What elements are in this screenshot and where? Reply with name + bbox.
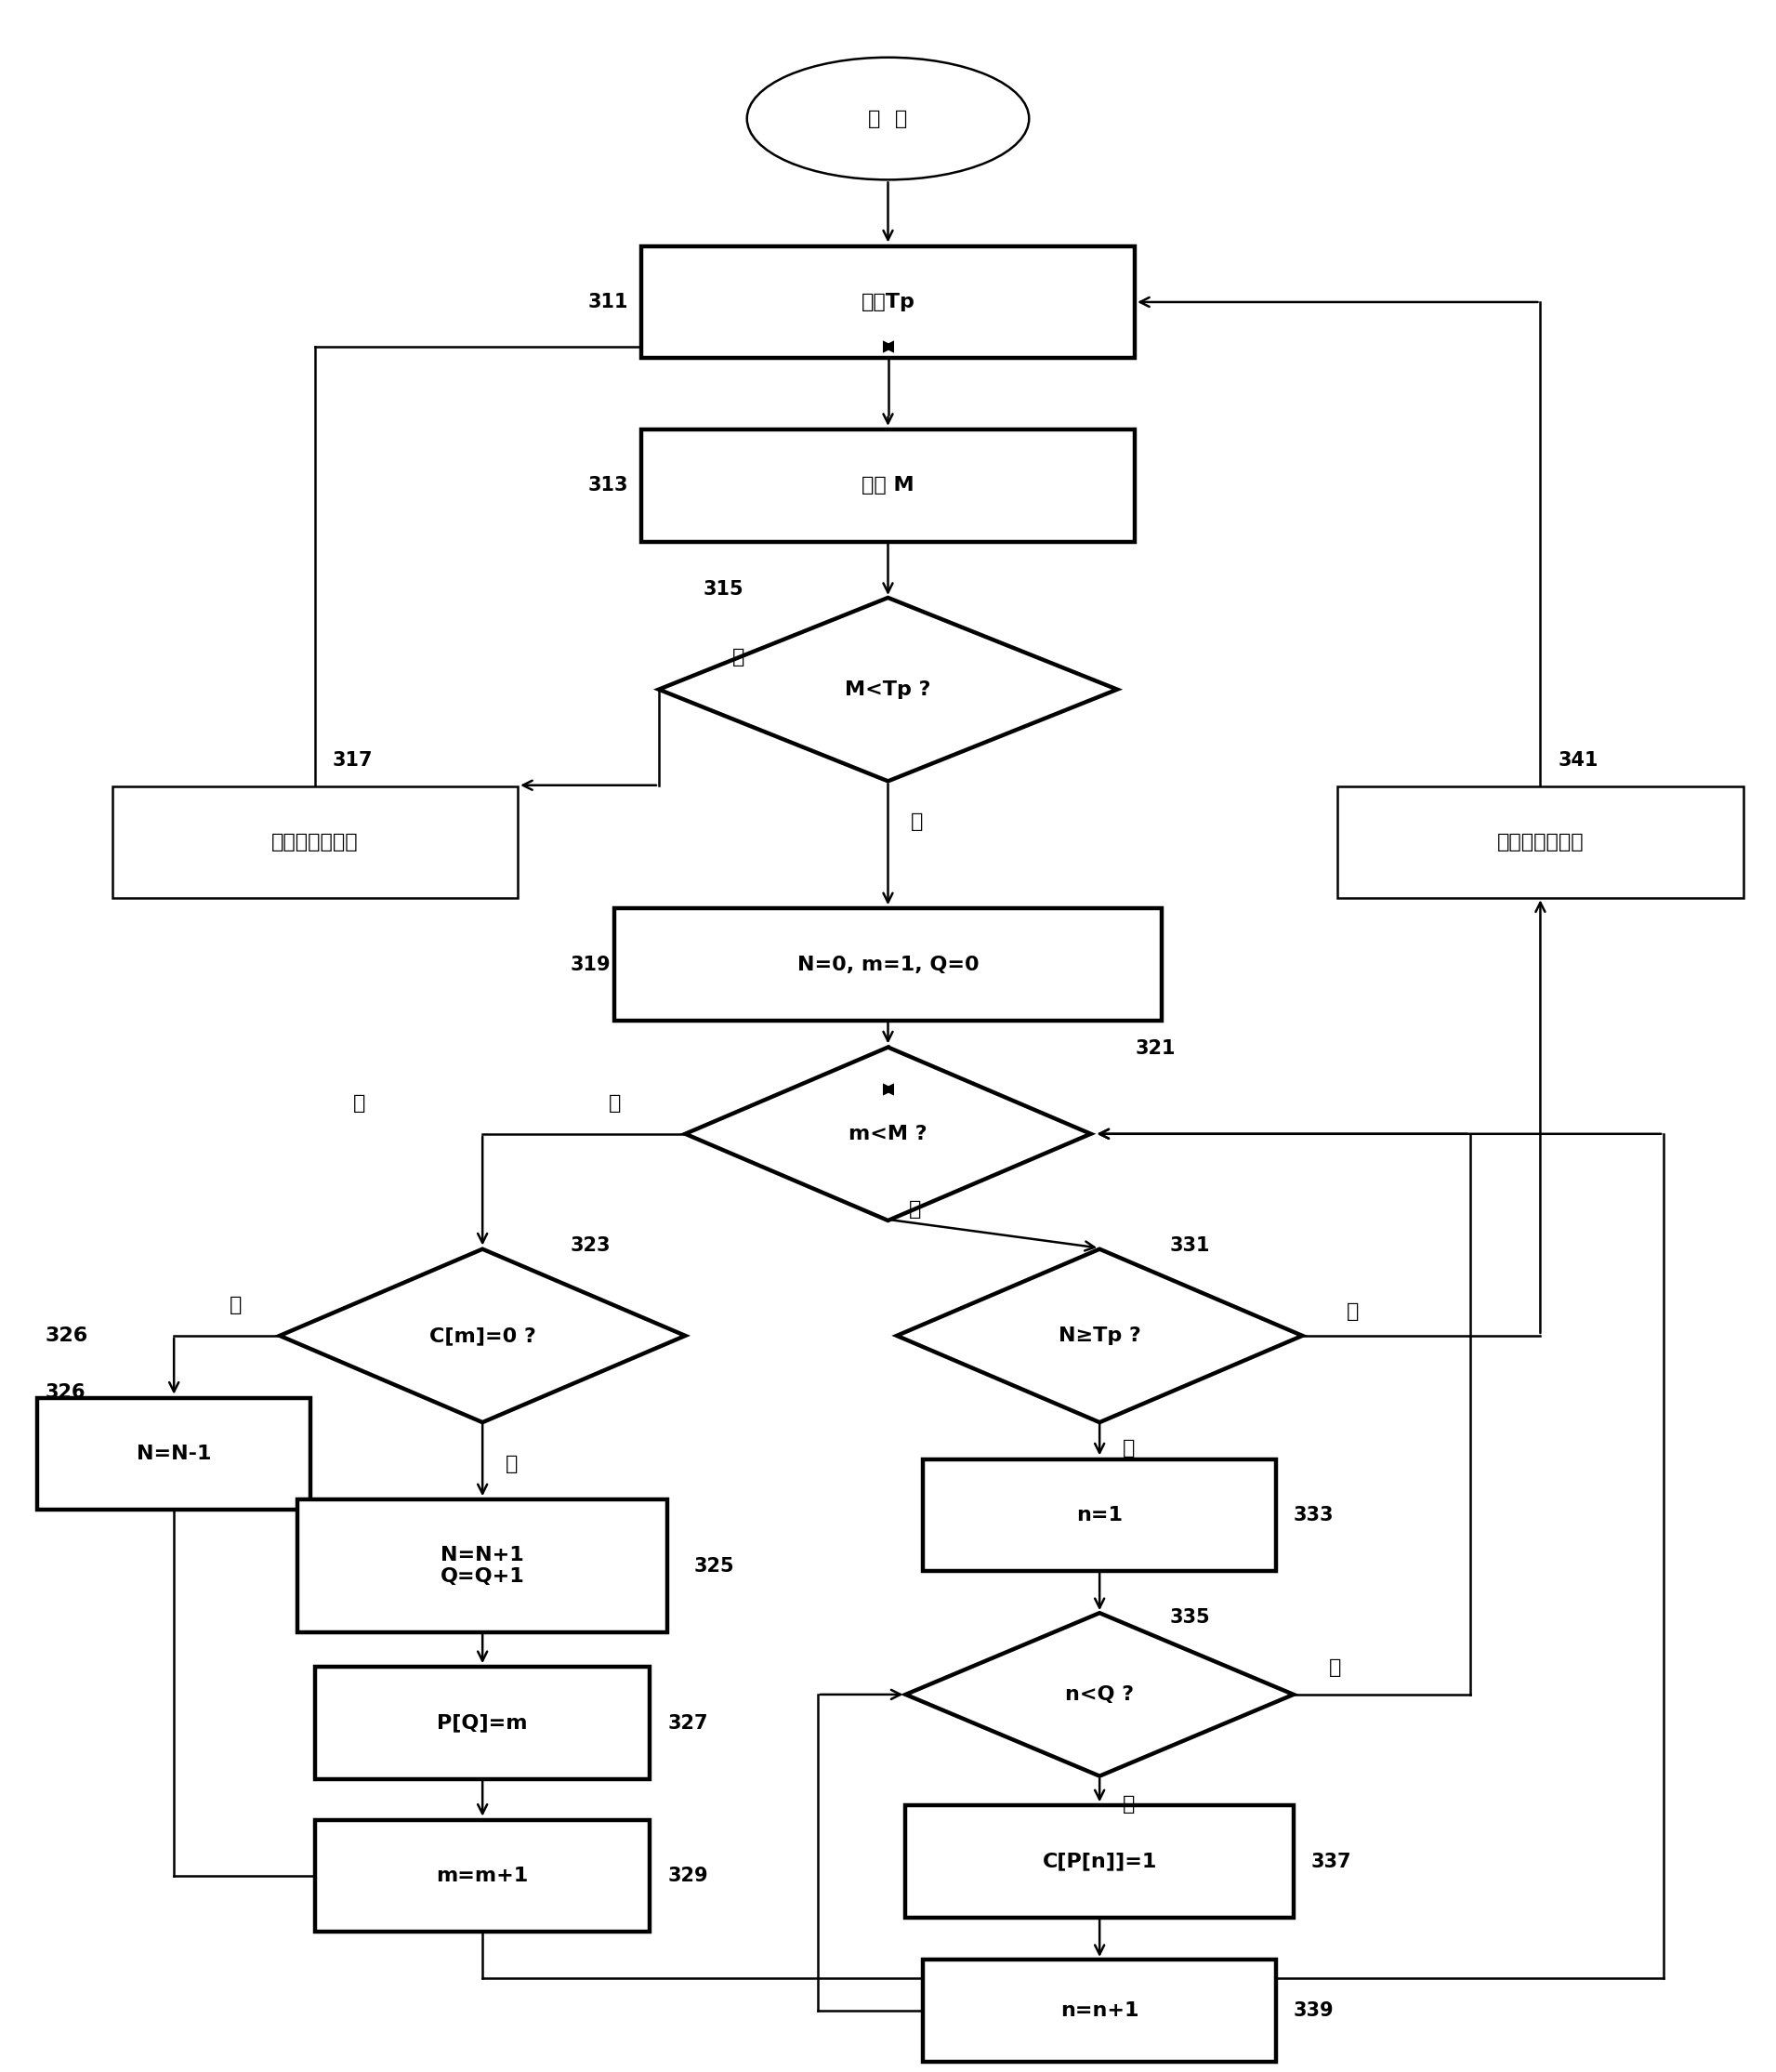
Text: 315: 315 xyxy=(703,580,744,599)
Text: 否: 否 xyxy=(909,1200,922,1218)
Text: N=N+1
Q=Q+1: N=N+1 Q=Q+1 xyxy=(440,1546,524,1587)
Text: 341: 341 xyxy=(1558,752,1598,771)
Text: 326: 326 xyxy=(44,1384,85,1403)
Text: 否: 否 xyxy=(229,1295,242,1314)
Text: 323: 323 xyxy=(570,1237,611,1256)
Text: 321: 321 xyxy=(1135,1038,1176,1057)
Bar xyxy=(641,429,1135,541)
Text: 是: 是 xyxy=(1122,1794,1135,1813)
Bar xyxy=(37,1399,311,1510)
Text: M<Tp ?: M<Tp ? xyxy=(845,680,931,698)
Polygon shape xyxy=(906,1612,1293,1776)
Bar xyxy=(314,1668,650,1780)
Polygon shape xyxy=(281,1249,686,1421)
Text: 311: 311 xyxy=(588,292,629,311)
Text: 经过预定的时间: 经过预定的时间 xyxy=(1497,833,1584,852)
Polygon shape xyxy=(686,1046,1090,1220)
Text: 325: 325 xyxy=(694,1556,735,1575)
Text: 是: 是 xyxy=(609,1094,622,1113)
Text: 否: 否 xyxy=(1346,1301,1359,1320)
Text: m=m+1: m=m+1 xyxy=(437,1867,529,1886)
Text: 333: 333 xyxy=(1293,1506,1334,1525)
Bar xyxy=(924,1459,1275,1571)
Bar xyxy=(314,1819,650,1931)
Text: n=1: n=1 xyxy=(1076,1506,1122,1525)
Bar xyxy=(906,1805,1293,1919)
Bar xyxy=(924,1960,1275,2062)
Bar xyxy=(614,910,1162,1021)
Text: N=0, m=1, Q=0: N=0, m=1, Q=0 xyxy=(797,955,979,974)
Text: 开  始: 开 始 xyxy=(868,110,908,128)
Text: 313: 313 xyxy=(588,477,629,495)
Text: 是: 是 xyxy=(1122,1438,1135,1457)
Text: n=n+1: n=n+1 xyxy=(1060,2002,1138,2020)
Text: 是: 是 xyxy=(506,1455,519,1473)
Text: 否: 否 xyxy=(1328,1660,1341,1678)
Text: 经过预定的时间: 经过预定的时间 xyxy=(272,833,359,852)
Text: 317: 317 xyxy=(332,752,373,771)
Text: 331: 331 xyxy=(1170,1237,1211,1256)
Text: 是: 是 xyxy=(732,649,744,665)
Text: C[m]=0 ?: C[m]=0 ? xyxy=(430,1326,536,1345)
Text: 326: 326 xyxy=(44,1326,89,1345)
Bar xyxy=(641,247,1135,358)
Text: 329: 329 xyxy=(668,1867,709,1886)
Text: 319: 319 xyxy=(570,955,611,974)
Text: 否: 否 xyxy=(911,812,924,831)
Text: 是: 是 xyxy=(353,1094,366,1113)
Text: 339: 339 xyxy=(1293,2002,1334,2020)
Bar xyxy=(1337,785,1742,899)
Text: 读取 M: 读取 M xyxy=(861,477,915,495)
Ellipse shape xyxy=(748,58,1028,180)
Bar xyxy=(297,1500,668,1633)
Polygon shape xyxy=(659,597,1117,781)
Text: 337: 337 xyxy=(1311,1852,1352,1871)
Polygon shape xyxy=(897,1249,1302,1421)
Text: 327: 327 xyxy=(668,1714,709,1732)
Text: P[Q]=m: P[Q]=m xyxy=(437,1714,527,1732)
Text: 设置Tp: 设置Tp xyxy=(861,292,915,311)
Text: m<M ?: m<M ? xyxy=(849,1125,927,1144)
Text: N=N-1: N=N-1 xyxy=(137,1444,211,1463)
Text: C[P[n]]=1: C[P[n]]=1 xyxy=(1043,1852,1156,1871)
Bar xyxy=(112,785,519,899)
Text: n<Q ?: n<Q ? xyxy=(1066,1685,1135,1703)
Text: N≥Tp ?: N≥Tp ? xyxy=(1058,1326,1140,1345)
Text: 335: 335 xyxy=(1170,1608,1211,1627)
